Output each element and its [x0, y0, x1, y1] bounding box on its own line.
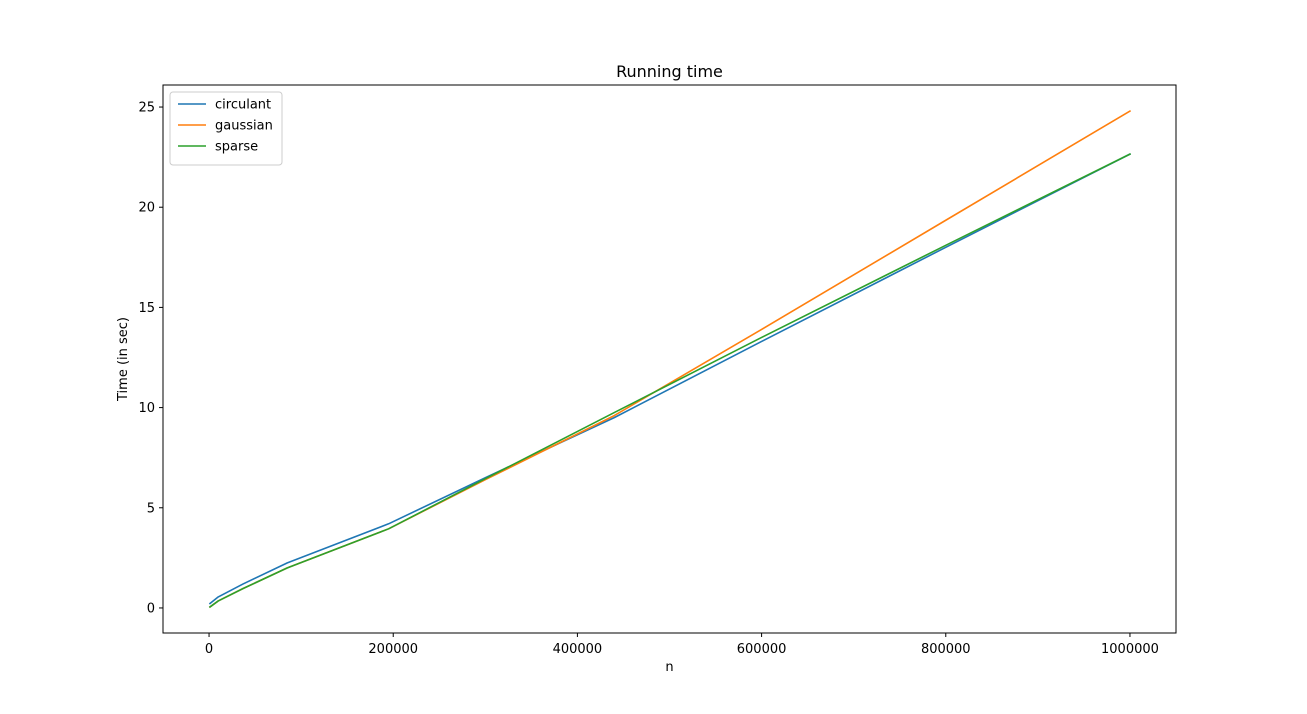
y-tick-label: 5 — [147, 501, 155, 516]
legend: circulant gaussian sparse — [169, 91, 283, 166]
y-tick-label: 20 — [138, 201, 155, 216]
y-tick-label: 0 — [147, 601, 155, 616]
x-tick-label: 800000 — [921, 642, 971, 657]
x-tick-label: 1000000 — [1101, 642, 1159, 657]
x-tick-label: 200000 — [368, 642, 418, 657]
legend-label-gaussian: gaussian — [215, 119, 273, 134]
x-axis-label: n — [665, 660, 673, 675]
plot-frame — [162, 84, 1177, 634]
y-axis-label: Time (in sec) — [116, 317, 131, 402]
x-axis-ticks: 0 200000 400000 600000 800000 1000000 — [205, 633, 1159, 657]
x-tick-label: 0 — [205, 642, 213, 657]
series-line-circulant — [208, 153, 1132, 605]
y-axis-ticks: 0 5 10 15 20 25 — [138, 101, 163, 616]
series-line-sparse — [208, 153, 1132, 609]
x-tick-label: 400000 — [553, 642, 603, 657]
x-tick-label: 600000 — [737, 642, 787, 657]
y-tick-label: 25 — [138, 101, 155, 116]
legend-label-circulant: circulant — [215, 98, 271, 113]
y-tick-label: 15 — [138, 301, 155, 316]
y-tick-label: 10 — [138, 401, 155, 416]
legend-label-sparse: sparse — [215, 140, 258, 155]
chart-title: Running time — [616, 62, 723, 81]
series-layer — [208, 109, 1132, 609]
